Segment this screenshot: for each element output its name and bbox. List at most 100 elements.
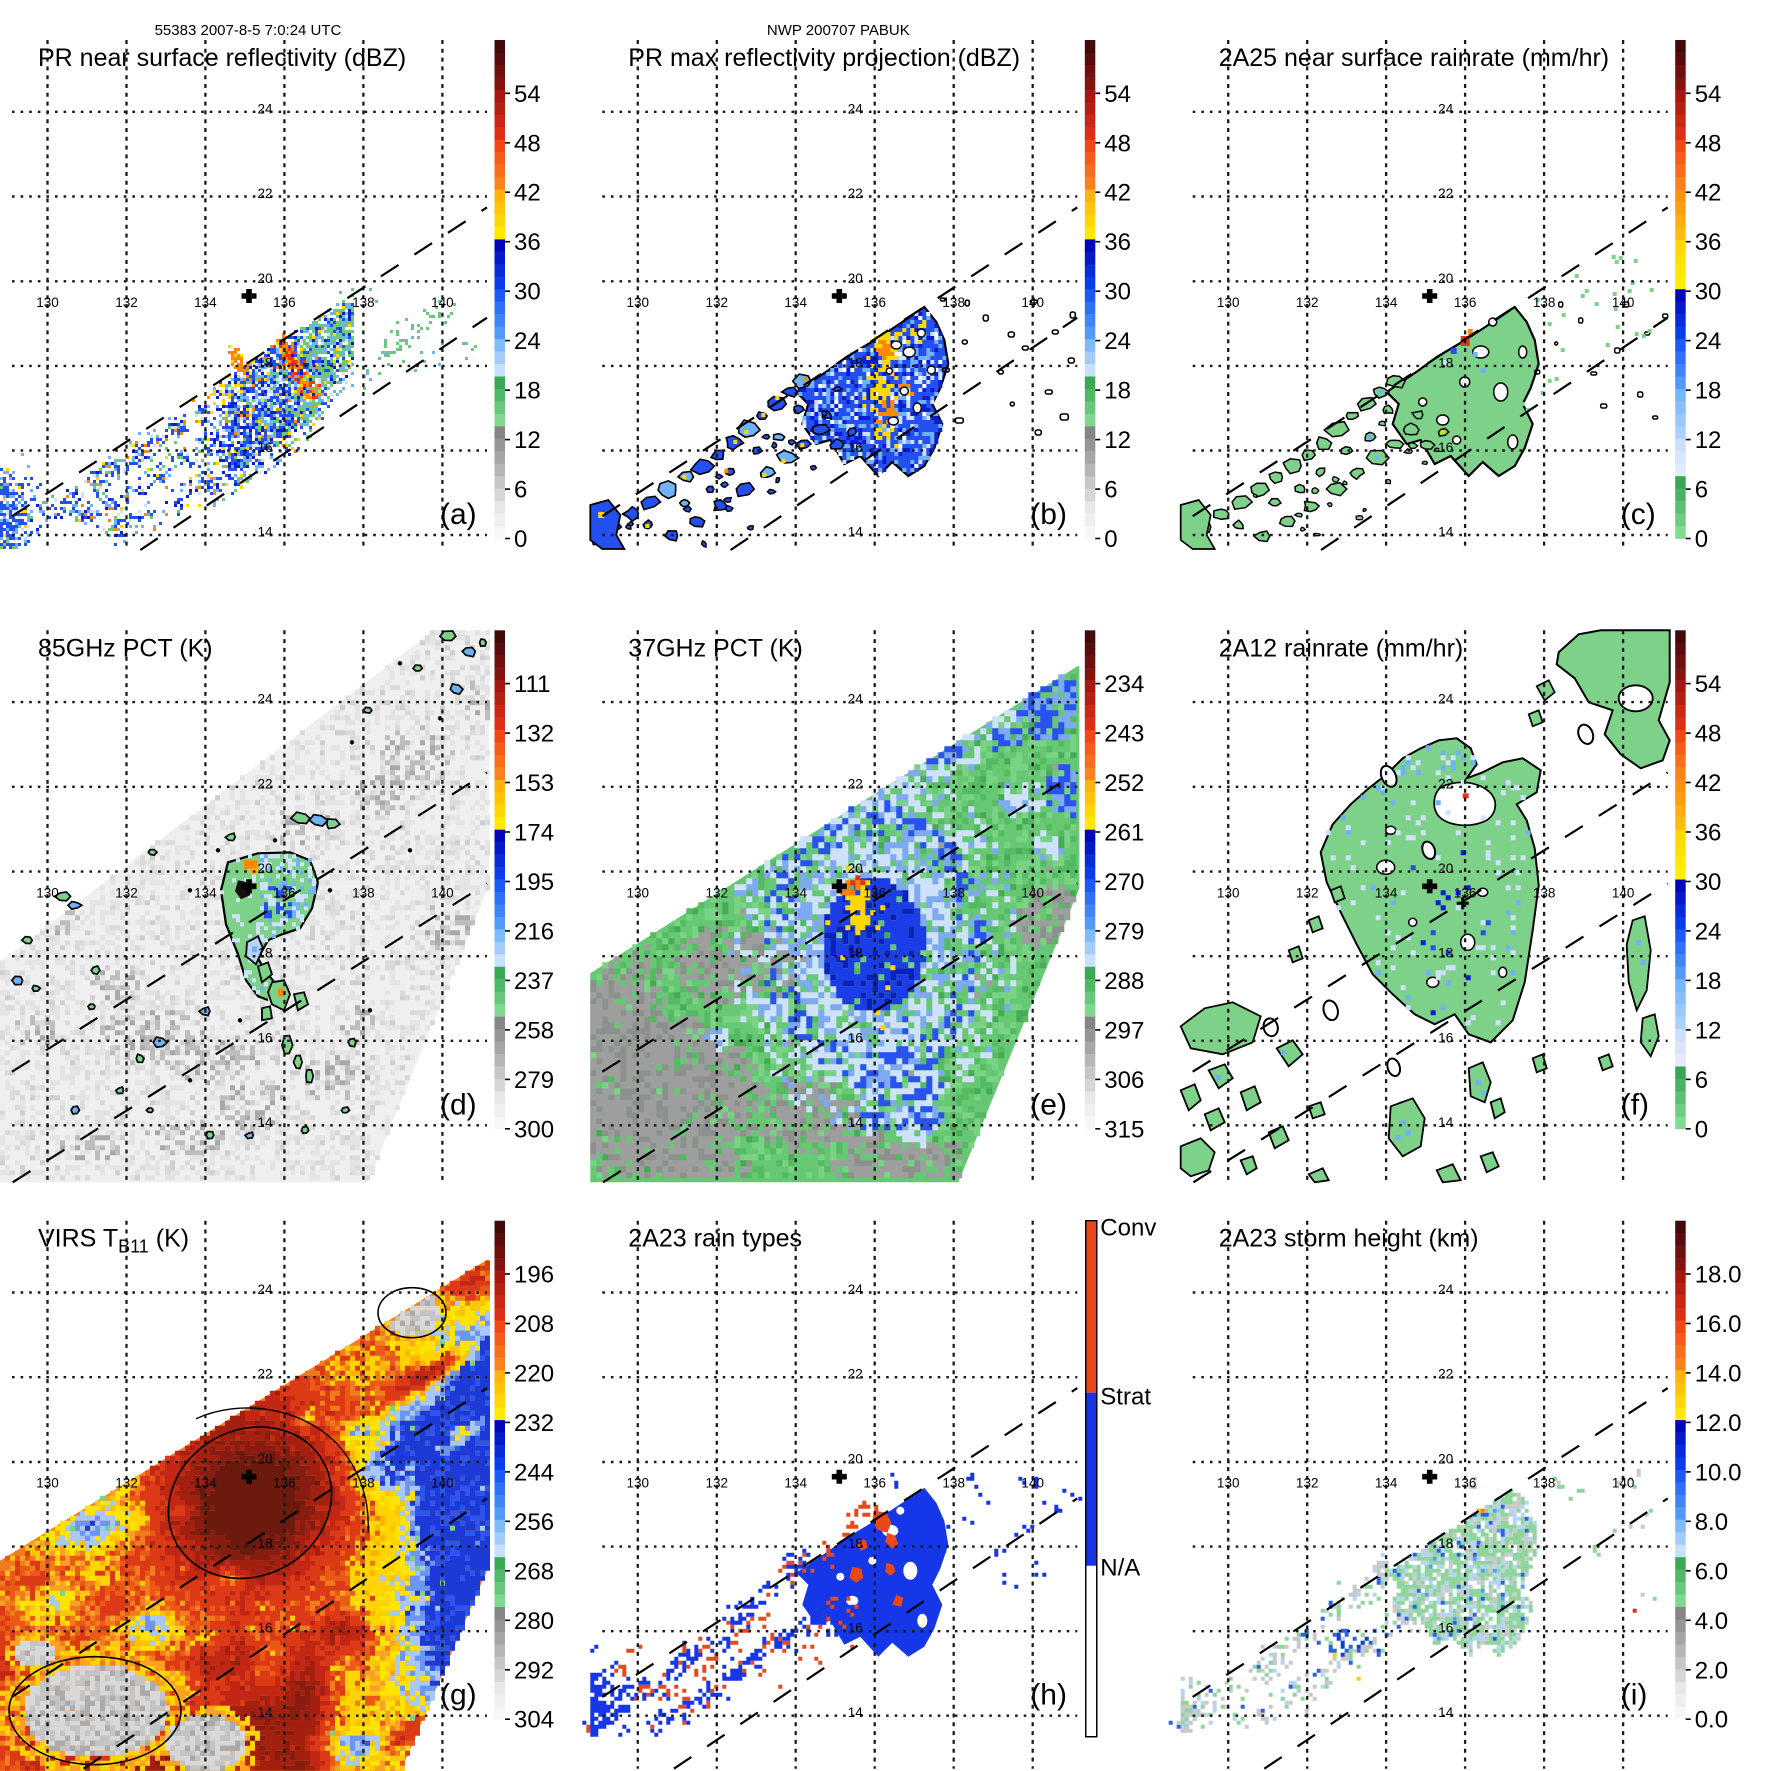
svg-text:2A23 rain types: 2A23 rain types bbox=[628, 1225, 802, 1253]
svg-text:130: 130 bbox=[627, 1476, 650, 1491]
svg-text:14: 14 bbox=[848, 525, 864, 540]
svg-text:VIRS TB11 (K): VIRS TB11 (K) bbox=[38, 1225, 189, 1257]
svg-text:36: 36 bbox=[1695, 820, 1722, 847]
svg-text:234: 234 bbox=[1104, 671, 1144, 698]
svg-text:PR max reflectivity projection: PR max reflectivity projection (dBZ) bbox=[628, 44, 1020, 72]
svg-text:304: 304 bbox=[514, 1707, 554, 1734]
svg-text:136: 136 bbox=[863, 885, 886, 900]
svg-text:140: 140 bbox=[1021, 295, 1044, 310]
svg-text:18: 18 bbox=[1104, 378, 1131, 405]
svg-text:18: 18 bbox=[257, 1536, 272, 1551]
svg-text:138: 138 bbox=[1533, 885, 1556, 900]
svg-text:42: 42 bbox=[1695, 180, 1722, 207]
svg-text:2.0: 2.0 bbox=[1695, 1657, 1728, 1684]
svg-text:85GHz PCT (K): 85GHz PCT (K) bbox=[38, 634, 213, 662]
svg-text:280: 280 bbox=[514, 1608, 554, 1635]
svg-text:24: 24 bbox=[1438, 101, 1454, 116]
svg-text:306: 306 bbox=[1104, 1067, 1144, 1094]
svg-text:270: 270 bbox=[1104, 869, 1144, 896]
svg-text:(e): (e) bbox=[1030, 1088, 1067, 1121]
svg-text:153: 153 bbox=[514, 770, 554, 797]
svg-text:30: 30 bbox=[1104, 279, 1131, 306]
svg-text:22: 22 bbox=[848, 776, 863, 791]
svg-text:22: 22 bbox=[257, 776, 272, 791]
svg-text:2A23 storm height (km): 2A23 storm height (km) bbox=[1219, 1225, 1479, 1253]
svg-text:12: 12 bbox=[1695, 1017, 1722, 1044]
svg-text:140: 140 bbox=[1612, 885, 1635, 900]
svg-text:NWP 200707 PABUK: NWP 200707 PABUK bbox=[767, 22, 910, 39]
svg-text:20: 20 bbox=[848, 861, 863, 876]
svg-text:243: 243 bbox=[1104, 721, 1144, 748]
svg-text:22: 22 bbox=[1438, 776, 1453, 791]
svg-text:0: 0 bbox=[1695, 1116, 1708, 1143]
svg-text:22: 22 bbox=[848, 186, 863, 201]
svg-text:16: 16 bbox=[257, 440, 272, 455]
svg-text:130: 130 bbox=[627, 885, 650, 900]
svg-text:18.0: 18.0 bbox=[1695, 1262, 1742, 1289]
svg-text:0: 0 bbox=[1695, 526, 1708, 553]
svg-text:36: 36 bbox=[514, 229, 541, 256]
svg-text:132: 132 bbox=[1296, 1476, 1319, 1491]
svg-text:18: 18 bbox=[257, 946, 272, 961]
svg-text:(a): (a) bbox=[440, 498, 477, 531]
svg-text:42: 42 bbox=[1695, 770, 1722, 797]
svg-text:136: 136 bbox=[273, 885, 296, 900]
svg-text:24: 24 bbox=[848, 1282, 864, 1297]
svg-text:24: 24 bbox=[257, 692, 273, 707]
svg-text:20: 20 bbox=[257, 1452, 272, 1467]
svg-text:256: 256 bbox=[514, 1509, 554, 1536]
svg-text:22: 22 bbox=[1438, 186, 1453, 201]
svg-text:20: 20 bbox=[257, 271, 272, 286]
svg-text:130: 130 bbox=[36, 885, 59, 900]
svg-text:16: 16 bbox=[1438, 440, 1453, 455]
svg-text:132: 132 bbox=[1296, 885, 1319, 900]
svg-text:140: 140 bbox=[431, 885, 454, 900]
svg-text:18: 18 bbox=[1438, 355, 1453, 370]
svg-text:208: 208 bbox=[514, 1311, 554, 1338]
svg-text:297: 297 bbox=[1104, 1017, 1144, 1044]
svg-text:111: 111 bbox=[514, 671, 550, 698]
svg-text:22: 22 bbox=[257, 186, 272, 201]
svg-text:18: 18 bbox=[848, 355, 863, 370]
svg-text:134: 134 bbox=[194, 295, 217, 310]
svg-text:N/A: N/A bbox=[1100, 1555, 1140, 1582]
svg-text:24: 24 bbox=[848, 692, 864, 707]
svg-text:220: 220 bbox=[514, 1360, 554, 1387]
svg-text:132: 132 bbox=[706, 1476, 729, 1491]
svg-text:24: 24 bbox=[1438, 1282, 1454, 1297]
svg-text:195: 195 bbox=[514, 869, 554, 896]
svg-text:6: 6 bbox=[1104, 477, 1117, 504]
svg-text:14: 14 bbox=[848, 1705, 864, 1720]
svg-text:134: 134 bbox=[784, 1476, 807, 1491]
svg-text:20: 20 bbox=[1438, 1452, 1453, 1467]
svg-text:6: 6 bbox=[1695, 477, 1708, 504]
svg-text:20: 20 bbox=[848, 1452, 863, 1467]
svg-text:261: 261 bbox=[1104, 820, 1144, 847]
svg-text:54: 54 bbox=[514, 81, 541, 108]
svg-text:130: 130 bbox=[1217, 885, 1240, 900]
svg-text:16: 16 bbox=[848, 440, 863, 455]
svg-text:18: 18 bbox=[1695, 378, 1722, 405]
svg-text:14: 14 bbox=[1438, 525, 1454, 540]
svg-text:300: 300 bbox=[514, 1116, 554, 1143]
svg-text:(i): (i) bbox=[1621, 1679, 1648, 1712]
svg-text:279: 279 bbox=[1104, 918, 1144, 945]
svg-text:14: 14 bbox=[1438, 1705, 1454, 1720]
svg-text:18: 18 bbox=[1438, 946, 1453, 961]
svg-text:18: 18 bbox=[1695, 968, 1722, 995]
svg-text:16: 16 bbox=[848, 1621, 863, 1636]
svg-text:138: 138 bbox=[942, 1476, 965, 1491]
svg-text:0.0: 0.0 bbox=[1695, 1707, 1728, 1734]
svg-text:134: 134 bbox=[784, 885, 807, 900]
svg-text:138: 138 bbox=[352, 885, 375, 900]
svg-text:(d): (d) bbox=[440, 1088, 477, 1121]
svg-text:315: 315 bbox=[1104, 1116, 1144, 1143]
svg-text:48: 48 bbox=[514, 130, 541, 157]
svg-text:16: 16 bbox=[1438, 1621, 1453, 1636]
svg-text:20: 20 bbox=[257, 861, 272, 876]
svg-text:292: 292 bbox=[514, 1657, 554, 1684]
svg-text:196: 196 bbox=[514, 1262, 554, 1289]
svg-text:16.0: 16.0 bbox=[1695, 1311, 1742, 1338]
svg-text:252: 252 bbox=[1104, 770, 1144, 797]
svg-text:24: 24 bbox=[848, 101, 864, 116]
